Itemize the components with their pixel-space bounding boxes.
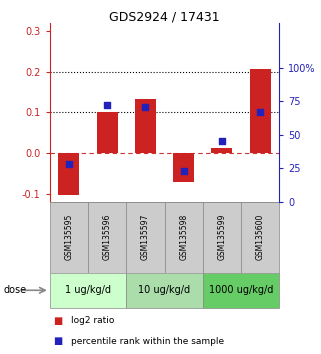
Text: ■: ■ (53, 336, 62, 346)
Point (181, 168, 186, 174)
Bar (97, 112, 118, 153)
Point (219, 139, 224, 144)
Bar (88, 202, 126, 273)
Text: percentile rank within the sample: percentile rank within the sample (71, 337, 224, 346)
Bar (50, 202, 88, 273)
Title: GDS2924 / 17431: GDS2924 / 17431 (109, 10, 220, 23)
Text: GSM135598: GSM135598 (179, 214, 188, 260)
Bar (50, 273, 126, 308)
Point (257, 109, 263, 115)
Text: 1000 ug/kg/d: 1000 ug/kg/d (209, 285, 273, 295)
Text: GSM135597: GSM135597 (141, 214, 150, 261)
Text: log2 ratio: log2 ratio (71, 316, 114, 325)
Bar (241, 202, 279, 273)
Bar (250, 69, 271, 153)
Bar (126, 273, 203, 308)
Text: GSM135596: GSM135596 (103, 214, 112, 261)
Point (66, 161, 72, 167)
Bar (203, 273, 279, 308)
Text: GSM135595: GSM135595 (65, 214, 74, 261)
Text: GSM135599: GSM135599 (217, 214, 226, 261)
Text: dose: dose (3, 285, 26, 295)
Text: ■: ■ (53, 316, 62, 326)
Bar (58, 153, 79, 195)
Text: GSM135600: GSM135600 (256, 214, 265, 261)
Bar (126, 202, 164, 273)
Bar (211, 148, 232, 153)
Bar (173, 153, 194, 182)
Text: 1 ug/kg/d: 1 ug/kg/d (65, 285, 111, 295)
Bar (164, 202, 203, 273)
Bar (135, 99, 156, 153)
Point (143, 104, 148, 109)
Point (105, 102, 110, 108)
Bar (203, 202, 241, 273)
Text: 10 ug/kg/d: 10 ug/kg/d (138, 285, 191, 295)
